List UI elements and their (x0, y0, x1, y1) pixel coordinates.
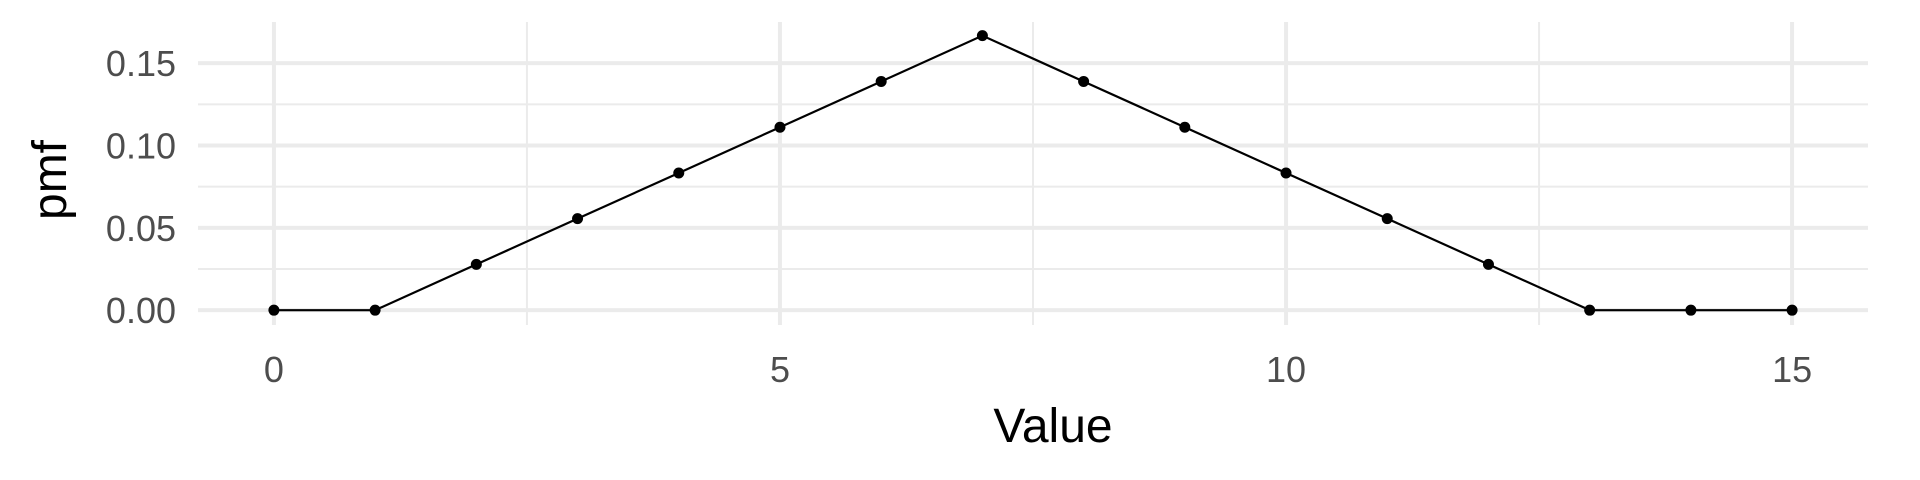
data-point (470, 258, 482, 270)
x-tick-label: 10 (1266, 349, 1306, 390)
grid (198, 22, 1868, 325)
data-point (1179, 121, 1191, 133)
y-tick-label: 0.15 (106, 43, 176, 84)
series-line (273, 34, 1793, 312)
tick-labels: 0 5 10 15 0.00 0.05 0.10 0.15 (106, 43, 1812, 390)
data-point (268, 304, 280, 316)
data-point (1786, 304, 1798, 316)
x-tick-label: 15 (1772, 349, 1812, 390)
x-tick-label: 0 (264, 349, 284, 390)
data-point (1280, 167, 1292, 179)
y-tick-label: 0.00 (106, 290, 176, 331)
y-tick-label: 0.05 (106, 208, 176, 249)
data-point (774, 121, 786, 133)
data-point (673, 167, 685, 179)
data-point (1078, 75, 1090, 87)
y-tick-label: 0.10 (106, 126, 176, 167)
data-point (572, 213, 584, 225)
y-axis-title: pmf (24, 139, 77, 220)
x-axis-title: Value (993, 400, 1112, 453)
data-point (1584, 304, 1596, 316)
data-point (1685, 304, 1697, 316)
data-point (976, 30, 988, 42)
data-point (1381, 213, 1393, 225)
data-point (1482, 258, 1494, 270)
x-tick-label: 5 (770, 349, 790, 390)
data-point (875, 75, 887, 87)
series (268, 30, 1798, 316)
data-point (369, 304, 381, 316)
